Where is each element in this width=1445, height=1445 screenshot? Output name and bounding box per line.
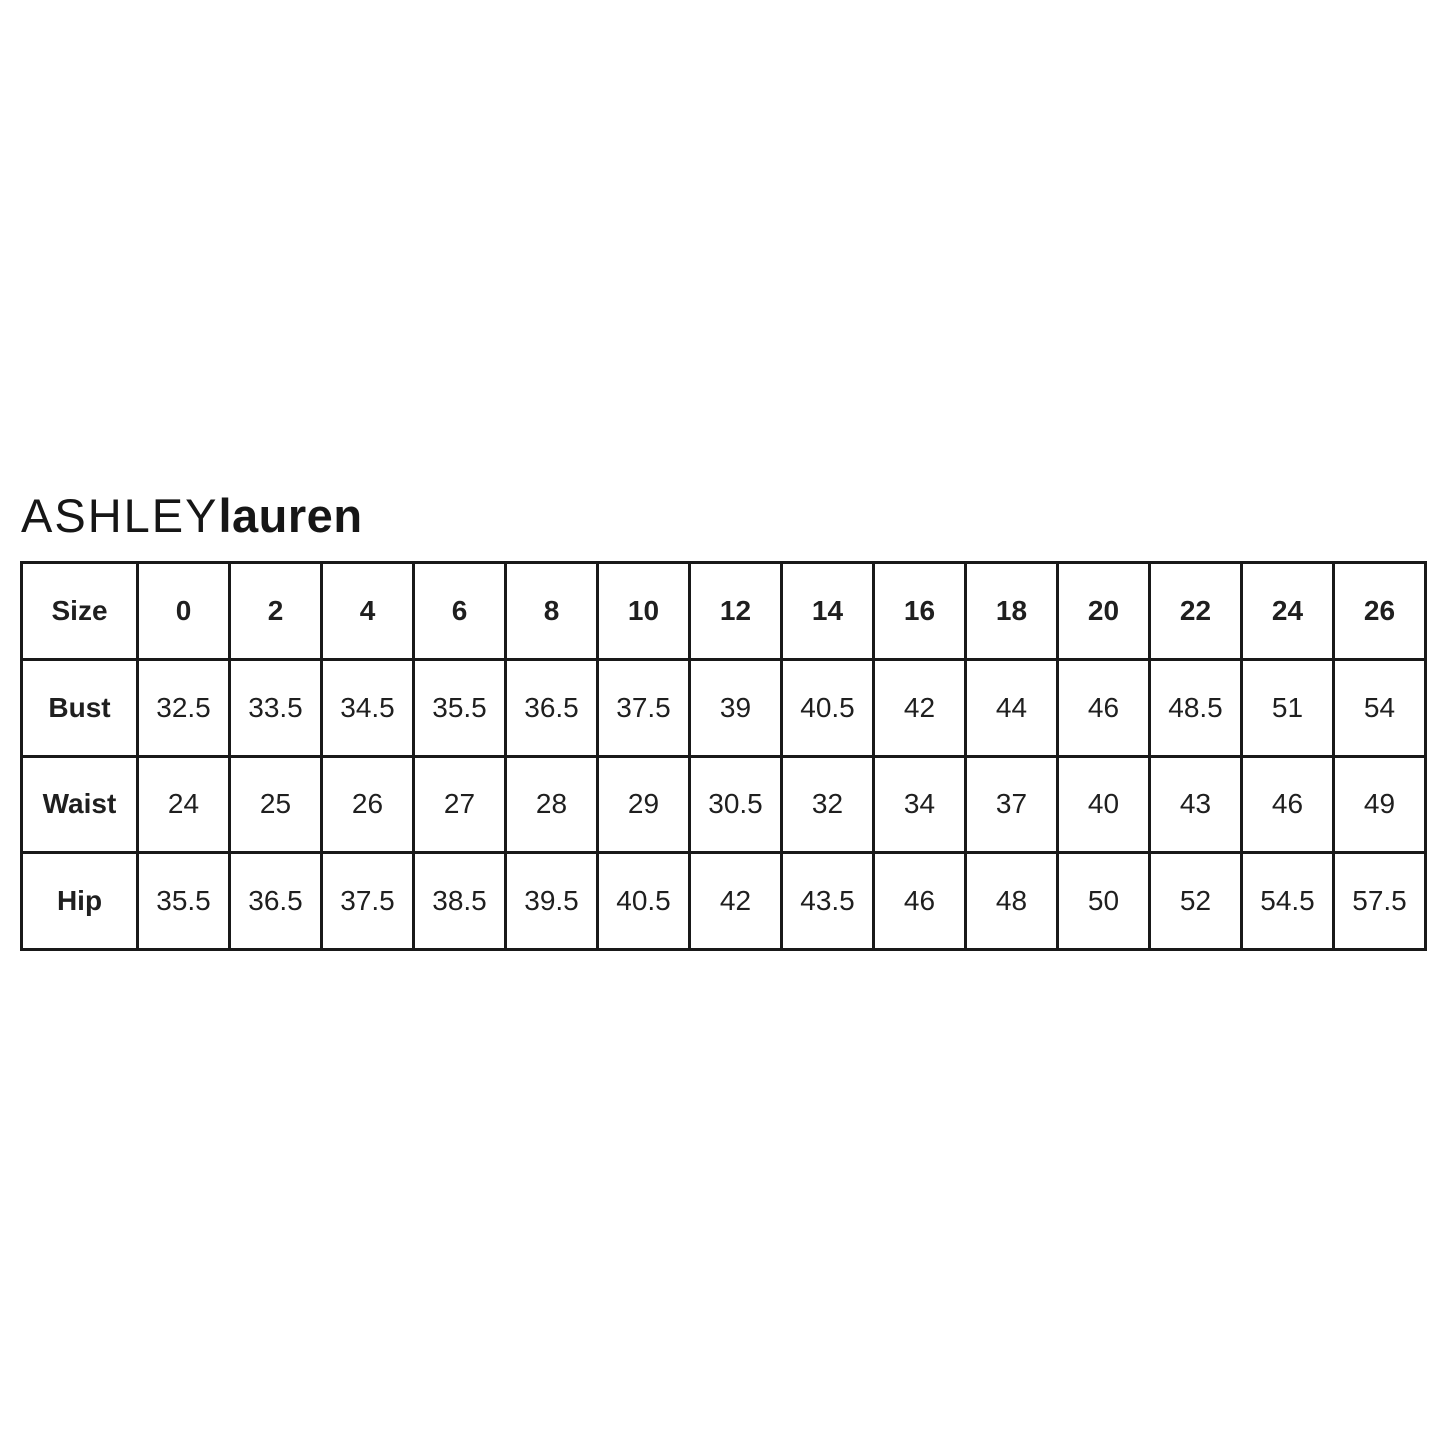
measurement-value-cell: 34.5: [320, 657, 415, 758]
size-header-cell: 12: [688, 561, 783, 661]
row-label-cell: Size: [20, 561, 139, 661]
measurement-value-cell: 50: [1056, 851, 1151, 951]
size-header-cell: 2: [228, 561, 323, 661]
measurement-value-cell: 40.5: [596, 851, 691, 951]
measurement-value-cell: 39: [688, 657, 783, 758]
measurement-value-cell: 37.5: [596, 657, 691, 758]
measurement-value-cell: 28: [504, 754, 599, 855]
measurement-value-cell: 51: [1240, 657, 1335, 758]
size-header-cell: 16: [872, 561, 967, 661]
measurement-value-cell: 42: [872, 657, 967, 758]
measurement-value-cell: 40.5: [780, 657, 875, 758]
row-label-cell: Bust: [20, 657, 139, 758]
brand-name-upper: ASHLEY: [21, 489, 219, 542]
measurement-value-cell: 42: [688, 851, 783, 951]
measurement-value-cell: 54: [1332, 657, 1427, 758]
brand-name-lower: lauren: [218, 489, 363, 542]
measurement-value-cell: 57.5: [1332, 851, 1427, 951]
size-header-cell: 26: [1332, 561, 1427, 661]
size-header-cell: 24: [1240, 561, 1335, 661]
measurement-value-cell: 35.5: [412, 657, 507, 758]
measurement-value-cell: 54.5: [1240, 851, 1335, 951]
measurement-value-cell: 32: [780, 754, 875, 855]
size-header-cell: 0: [136, 561, 231, 661]
size-header-cell: 20: [1056, 561, 1151, 661]
size-header-cell: 22: [1148, 561, 1243, 661]
measurement-value-cell: 37.5: [320, 851, 415, 951]
measurement-value-cell: 27: [412, 754, 507, 855]
size-header-cell: 4: [320, 561, 415, 661]
measurement-value-cell: 52: [1148, 851, 1243, 951]
measurement-value-cell: 34: [872, 754, 967, 855]
measurement-value-cell: 40: [1056, 754, 1151, 855]
measurement-value-cell: 36.5: [228, 851, 323, 951]
measurement-row: Waist 24 25 26 27 28 29 30.5 32 34 37 40 43 46 49: [20, 754, 1427, 855]
measurement-value-cell: 35.5: [136, 851, 231, 951]
measurement-row: Bust 32.5 33.5 34.5 35.5 36.5 37.5 39 40.5 42 44 46…: [20, 657, 1427, 758]
measurement-value-cell: 46: [872, 851, 967, 951]
measurement-value-cell: 48: [964, 851, 1059, 951]
measurement-value-cell: 32.5: [136, 657, 231, 758]
measurement-value-cell: 29: [596, 754, 691, 855]
row-label-cell: Hip: [20, 851, 139, 951]
measurement-value-cell: 37: [964, 754, 1059, 855]
brand-logo: ASHLEYlauren: [21, 492, 363, 539]
measurement-value-cell: 26: [320, 754, 415, 855]
measurement-value-cell: 38.5: [412, 851, 507, 951]
measurement-value-cell: 48.5: [1148, 657, 1243, 758]
size-header-cell: 6: [412, 561, 507, 661]
row-label-cell: Waist: [20, 754, 139, 855]
header-row: Size 0 2 4 6 8 10 12 14 16 18 20 22 24 26: [20, 561, 1427, 661]
size-header-cell: 10: [596, 561, 691, 661]
measurement-value-cell: 46: [1056, 657, 1151, 758]
measurement-value-cell: 43: [1148, 754, 1243, 855]
size-header-cell: 18: [964, 561, 1059, 661]
size-header-cell: 14: [780, 561, 875, 661]
size-chart-table: Size 0 2 4 6 8 10 12 14 16 18 20 22 24 26 Bust 32.5 33.5 3…: [20, 561, 1427, 951]
measurement-row: Hip 35.5 36.5 37.5 38.5 39.5 40.5 42 43.5 46 48 50 5…: [20, 851, 1427, 951]
measurement-value-cell: 25: [228, 754, 323, 855]
measurement-value-cell: 30.5: [688, 754, 783, 855]
measurement-value-cell: 36.5: [504, 657, 599, 758]
measurement-value-cell: 24: [136, 754, 231, 855]
measurement-value-cell: 44: [964, 657, 1059, 758]
measurement-value-cell: 43.5: [780, 851, 875, 951]
measurement-value-cell: 33.5: [228, 657, 323, 758]
measurement-value-cell: 49: [1332, 754, 1427, 855]
measurement-value-cell: 39.5: [504, 851, 599, 951]
measurement-value-cell: 46: [1240, 754, 1335, 855]
size-header-cell: 8: [504, 561, 599, 661]
